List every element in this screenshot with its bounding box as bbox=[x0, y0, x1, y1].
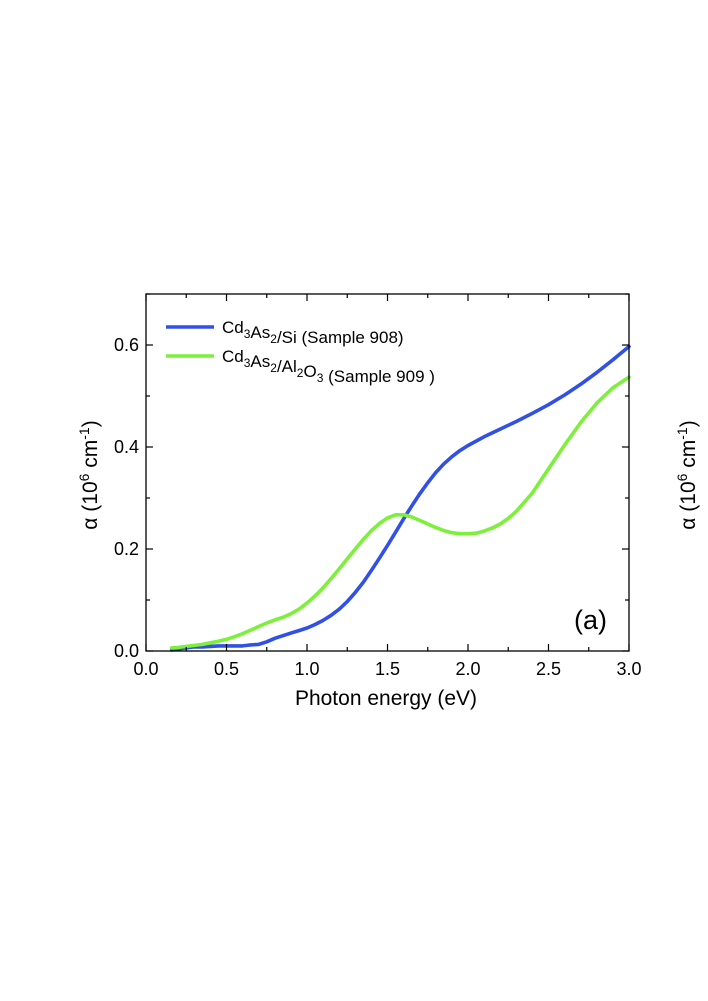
x-tick-label: 0.5 bbox=[214, 659, 239, 679]
y-tick-label: 0.0 bbox=[114, 641, 139, 661]
ticks-layer: 0.0 0.5 1.0 1.5 2.0 2.5 3.0 0.0 0.2 0.4 0.6 bbox=[114, 293, 642, 679]
right-axis-title-suffix: ) bbox=[677, 420, 700, 427]
x-axis-title: Photon energy (eV) bbox=[295, 687, 477, 710]
y-axis-title-exp1: 6 bbox=[76, 473, 92, 481]
panel-label: (a) bbox=[574, 605, 607, 635]
right-axis-title-exp1: 6 bbox=[674, 473, 690, 481]
y-axis-title-prefix: α (10 bbox=[79, 481, 102, 529]
legend-label-2: Cd3As2/Al2O3 (Sample 909 ) bbox=[222, 347, 435, 386]
right-axis-title-mid: cm bbox=[677, 440, 700, 474]
right-axis-title-exp2: -1 bbox=[674, 427, 690, 440]
right-axis-title-prefix: α (10 bbox=[677, 481, 700, 529]
x-tick-label: 2.0 bbox=[455, 659, 480, 679]
y-tick-label: 0.6 bbox=[114, 335, 139, 355]
x-tick-label: 2.5 bbox=[536, 659, 561, 679]
x-tick-label: 3.0 bbox=[616, 659, 641, 679]
y-tick-label: 0.4 bbox=[114, 437, 139, 457]
series-line-2 bbox=[170, 375, 631, 650]
x-tick-label: 0.0 bbox=[133, 659, 158, 679]
x-tick-label: 1.5 bbox=[375, 659, 400, 679]
x-tick-label: 1.0 bbox=[294, 659, 319, 679]
legend: Cd3As2/Si (Sample 908)Cd3As2/Al2O3 (Samp… bbox=[166, 318, 435, 386]
series-layer bbox=[170, 344, 631, 652]
legend-label-1: Cd3As2/Si (Sample 908) bbox=[222, 318, 404, 347]
right-axis-title: α (106 cm-1) bbox=[674, 420, 700, 529]
y-axis-title-mid: cm bbox=[79, 440, 102, 474]
y-axis-title: α (106 cm-1) bbox=[76, 420, 102, 529]
series-line-1 bbox=[170, 344, 631, 652]
y-axis-title-suffix: ) bbox=[79, 420, 102, 427]
y-tick-label: 0.2 bbox=[114, 539, 139, 559]
y-axis-title-exp2: -1 bbox=[76, 427, 92, 440]
